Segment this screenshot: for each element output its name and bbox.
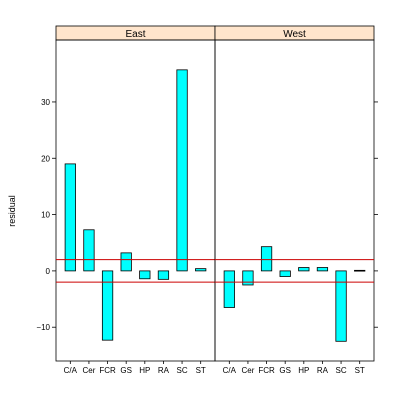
bar-east-sc	[176, 69, 188, 272]
bar-east-st	[195, 268, 207, 272]
category-label: RA	[158, 366, 170, 375]
y-tick-label: 10	[41, 211, 50, 220]
panel-east: East C/A Cer FCR GS HP RA SC ST	[55, 25, 216, 375]
category-label: GS	[279, 366, 291, 375]
strip-label-west: West	[283, 29, 306, 40]
panel-frame-west	[214, 39, 375, 362]
bar-west-ca	[223, 270, 235, 308]
category-label: C/A	[64, 366, 78, 375]
category-label: HP	[298, 366, 309, 375]
category-label: RA	[317, 366, 329, 375]
bar-east-gs	[120, 252, 132, 272]
y-tick-label: 30	[41, 98, 50, 107]
category-label: SC	[177, 366, 188, 375]
category-label: Cer	[82, 366, 95, 375]
bar-east-ra	[157, 270, 170, 280]
bar-west-sc	[335, 270, 347, 342]
y-axis-title: residual	[7, 195, 17, 227]
category-label: ST	[355, 366, 365, 375]
strip-label-east: East	[125, 29, 145, 40]
bar-west-gs	[279, 270, 291, 277]
panel-frame-east	[55, 39, 216, 362]
category-label: SC	[336, 366, 347, 375]
bar-west-st	[354, 269, 366, 272]
category-label: FCR	[99, 366, 116, 375]
category-label: GS	[120, 366, 132, 375]
bar-west-ra	[316, 267, 329, 272]
bar-east-hp	[139, 270, 151, 280]
bar-west-fcr	[260, 246, 273, 272]
category-label: FCR	[258, 366, 275, 375]
bar-east-fcr	[101, 270, 114, 341]
y-tick-label: 20	[41, 154, 50, 163]
y-tick-label: 0	[46, 267, 51, 276]
y-axis-left: −10 0 10 20 30	[36, 98, 56, 332]
category-label: HP	[139, 366, 150, 375]
bar-east-ca	[64, 163, 76, 272]
category-label: C/A	[223, 366, 237, 375]
category-label: Cer	[241, 366, 254, 375]
panel-west: West C/A Cer FCR GS HP RA SC ST	[214, 25, 375, 375]
y-tick-label: −10	[36, 323, 50, 332]
bar-west-cer	[242, 270, 254, 286]
y-axis-right	[374, 101, 378, 328]
category-label: ST	[196, 366, 206, 375]
bar-east-cer	[83, 229, 95, 272]
bar-west-hp	[298, 267, 310, 272]
